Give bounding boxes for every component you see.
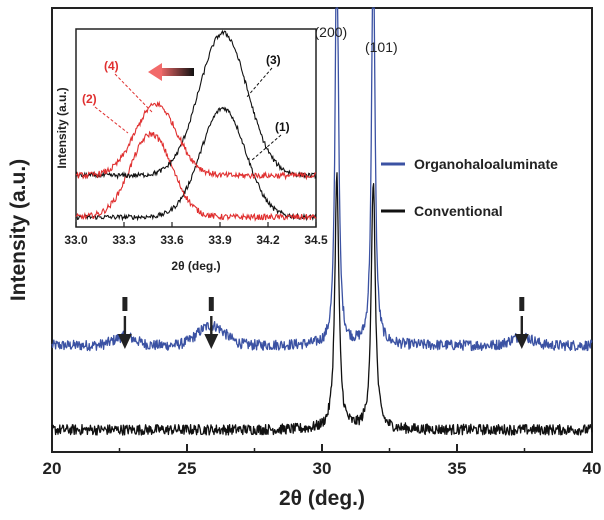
main-series-layer [51,7,593,436]
main-x-tick-label: 40 [583,459,602,478]
peak-shift-arrow-icon [148,63,194,81]
legend: Organohaloaluminate Conventional [381,156,558,219]
inset-annotation-3: (3) [245,53,281,99]
main-x-ticks: 20 25 30 35 40 [43,444,602,478]
svg-text:(1): (1) [275,120,290,134]
inset-annotation-2: (2) [82,92,129,134]
y-axis-title: Intensity (a.u.) [7,159,30,301]
svg-text:(2): (2) [82,92,97,106]
series-line-conventional [51,172,593,436]
main-x-tick-label: 35 [448,459,467,478]
svg-text:(4): (4) [104,59,119,73]
inset-series-line [75,130,317,222]
inset-x-tick-label: 33.3 [112,233,136,247]
inset-x-axis-title: 2θ (deg.) [171,259,220,273]
inset-x-tick-label: 33.9 [208,233,232,247]
inset-x-tick-label: 34.2 [256,233,280,247]
inset-chart: 33.0 33.3 33.6 33.9 34.2 34.5 2θ (deg.) Inten… [55,28,328,273]
peak-label-101: (101) [365,39,398,55]
down-arrow-icon [204,297,219,349]
inset-series-line [75,100,317,181]
main-x-tick-label: 20 [43,459,62,478]
main-x-tick-label: 25 [178,459,197,478]
impurity-markers [117,297,529,349]
inset-annotation-4: (4) [104,59,153,113]
svg-text:(3): (3) [266,53,281,67]
inset-x-tick-label: 33.6 [160,233,184,247]
inset-series-layer [75,29,317,222]
inset-x-tick-label: 34.5 [304,233,328,247]
inset-annotation-1: (1) [251,120,290,161]
inset-frame [75,28,317,228]
peak-label-200: (200) [315,24,348,40]
legend-label-conventional: Conventional [414,203,503,219]
down-arrow-icon [117,297,132,349]
series-line-organohaloaluminate [51,7,593,352]
inset-x-tick-label: 33.0 [64,233,88,247]
inset-x-ticks: 33.0 33.3 33.6 33.9 34.2 34.5 [64,222,328,247]
main-x-tick-label: 30 [313,459,332,478]
inset-y-axis-title: Intensity (a.u.) [55,87,69,168]
legend-label-organohaloaluminate: Organohaloaluminate [414,156,558,172]
down-arrow-icon [514,297,529,349]
x-axis-title: 2θ (deg.) [279,487,365,510]
inset-series-line [75,29,317,180]
inset-series-line [75,106,317,222]
